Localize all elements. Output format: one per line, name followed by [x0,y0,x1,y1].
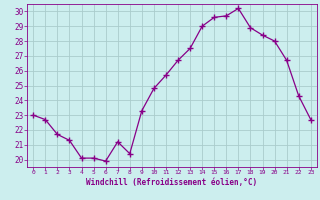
X-axis label: Windchill (Refroidissement éolien,°C): Windchill (Refroidissement éolien,°C) [86,178,258,187]
